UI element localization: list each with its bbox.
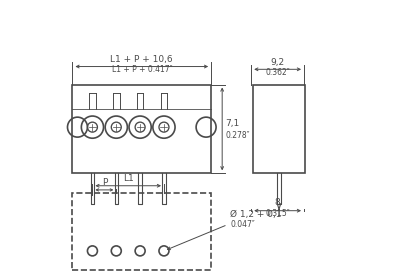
Text: 0.047″: 0.047″ [230,220,255,229]
Text: L1 + P + 10,6: L1 + P + 10,6 [110,55,173,64]
Text: 0.362″: 0.362″ [265,68,290,77]
Text: Ø 1,2 + 0,1: Ø 1,2 + 0,1 [230,210,282,219]
Text: P: P [102,178,107,187]
Text: 0.278″: 0.278″ [226,131,250,140]
Text: 9,2: 9,2 [270,57,285,67]
Text: 8: 8 [275,198,280,207]
Bar [72,193,211,270]
Text: L1 + P + 0.417″: L1 + P + 0.417″ [112,65,172,74]
Text: 0.315″: 0.315″ [265,209,290,218]
Text: 7,1: 7,1 [226,119,240,128]
Text: L1: L1 [123,174,134,183]
Bar [253,85,305,173]
Bar [72,85,211,173]
